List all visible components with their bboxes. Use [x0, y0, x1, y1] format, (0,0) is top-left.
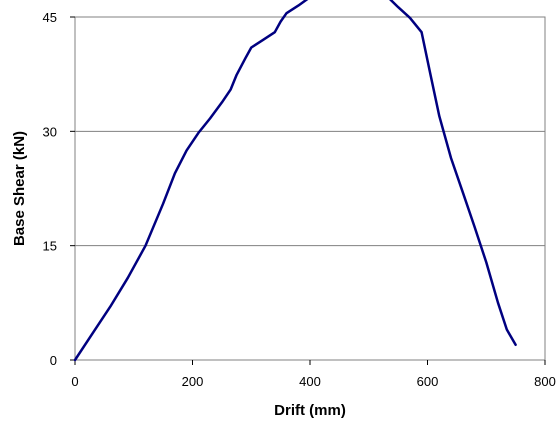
- x-tick-label: 800: [534, 374, 556, 389]
- x-tick-label: 400: [299, 374, 321, 389]
- y-tick-label: 0: [50, 353, 57, 368]
- y-tick-marks: [70, 16, 75, 361]
- y-tick-label: 45: [43, 10, 57, 25]
- plot-area-border: [74, 16, 546, 361]
- series-line: [73, 0, 517, 362]
- y-axis-title: Base Shear (kN): [11, 131, 28, 246]
- x-tick-marks: [74, 360, 546, 365]
- gridlines: [75, 130, 545, 247]
- x-tick-label: 0: [71, 374, 78, 389]
- x-tick-label: 200: [182, 374, 204, 389]
- y-tick-label: 30: [43, 124, 57, 139]
- x-tick-label: 600: [417, 374, 439, 389]
- x-axis-title: Drift (mm): [274, 402, 346, 419]
- y-tick-label: 15: [43, 239, 57, 254]
